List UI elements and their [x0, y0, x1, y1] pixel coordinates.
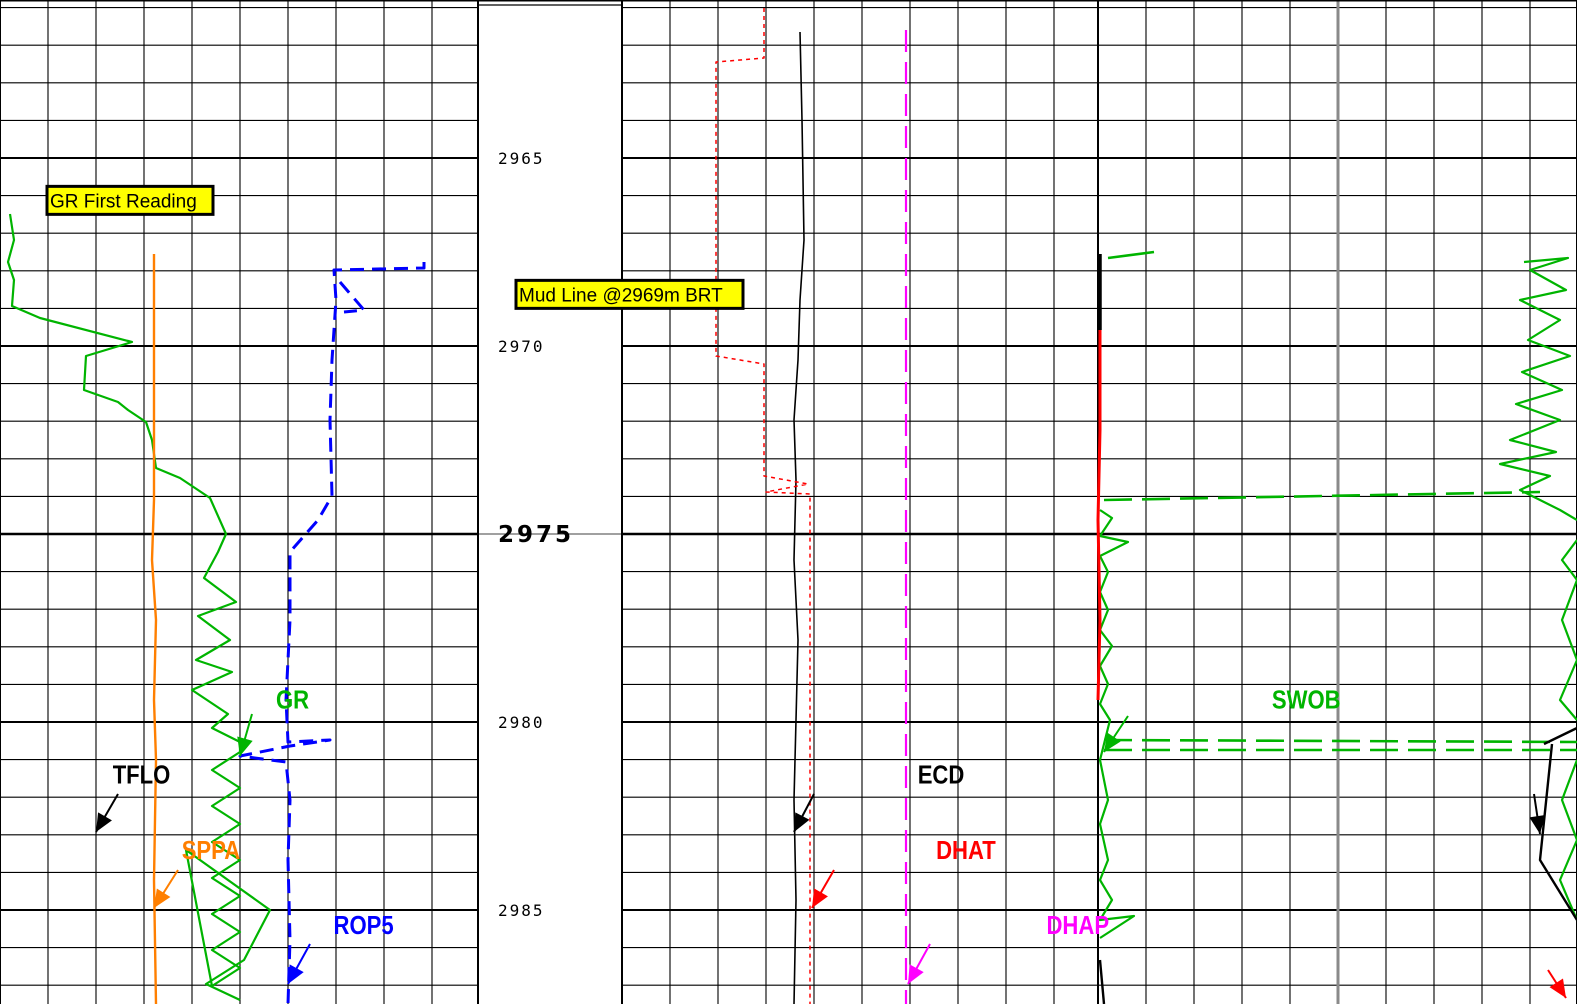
ecd-curve — [793, 31, 805, 1004]
dtor-arrowhead — [1549, 978, 1566, 998]
dwob-arrowhead — [1529, 815, 1546, 834]
depth-tick-label: 2980 — [498, 713, 545, 732]
swob-curve-right-low — [1558, 539, 1577, 721]
rop5-curve-spike — [338, 281, 366, 314]
sppa-arrowhead — [154, 888, 171, 908]
dhap-arrowhead — [908, 964, 924, 984]
gr-label: GR — [276, 686, 309, 715]
gr-arrowhead — [237, 736, 253, 756]
gr-first-reading-text: GR First Reading — [50, 191, 197, 212]
gr-first-reading-box — [45, 184, 215, 216]
mud-line-text: Mud Line @2969m BRT — [519, 285, 723, 306]
rop5-arrowhead — [288, 964, 304, 984]
depth-tick-label: 2970 — [498, 337, 545, 356]
swob-curve-right — [1498, 256, 1577, 521]
annotations: GR First Reading Mud Line @2969m BRT — [45, 184, 745, 310]
dhat-curve — [715, 8, 811, 1004]
swob-curve-top — [1107, 250, 1155, 260]
tflo-arrowhead — [96, 812, 112, 832]
depth-tick-label: 2965 — [498, 149, 545, 168]
depth-tick-label: 2985 — [498, 901, 545, 920]
dhat-arrowhead — [812, 888, 828, 908]
swob-curve-hline1 — [1103, 490, 1541, 502]
ecd-arrowhead — [794, 812, 810, 832]
dwob-curve-top-right — [1543, 726, 1577, 746]
dwob-curve-bottom — [1098, 959, 1106, 1004]
gr-curve — [6, 213, 272, 1001]
swob-curve — [1098, 509, 1136, 939]
depth-tick-label: 2975 — [498, 522, 574, 548]
curves — [6, 8, 1577, 1004]
swob-arrowhead — [1104, 732, 1121, 752]
curve-labels: GRTFLOSPPAROP5ECDDHATDHAPSWOBDWOBDTOR — [95, 686, 1567, 999]
sppa-curve — [150, 254, 158, 1004]
swob-label: SWOB — [1272, 686, 1341, 715]
dwob-curve — [1538, 743, 1577, 921]
swob-curve-hline2 — [1103, 738, 1577, 744]
dhap-label: DHAP — [1047, 911, 1110, 940]
rop5-curve — [238, 262, 426, 1004]
depth-axis: 2965 2970 2975 2980 2985 — [498, 149, 574, 920]
rop5-label: ROP5 — [334, 911, 394, 940]
swob-curve-right-bottom — [1558, 759, 1577, 921]
ecd-label: ECD — [918, 761, 965, 790]
tflo-label: TFLO — [113, 761, 171, 790]
sppa-label: SPPA — [182, 836, 241, 865]
dhat-label: DHAT — [936, 836, 996, 865]
mud-line-box — [514, 278, 745, 310]
dtor-curve — [1096, 330, 1102, 701]
